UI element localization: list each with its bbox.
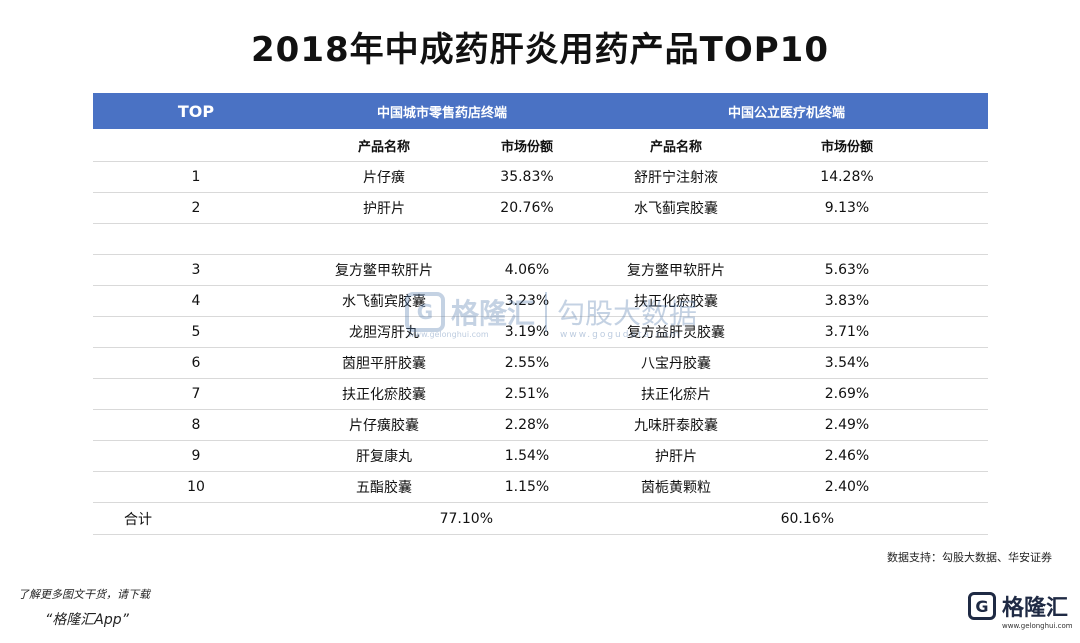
promo-line1: 了解更多图文干货，请下载 xyxy=(18,588,150,601)
table-header: TOP 中国城市零售药店终端 中国公立医疗机终端 xyxy=(93,93,988,129)
subheader-name1: 产品名称 xyxy=(357,139,410,155)
subheader-name2: 产品名称 xyxy=(649,139,702,155)
watermark-separator xyxy=(545,292,548,332)
logo-url: www.gelonghui.com xyxy=(1002,622,1073,630)
table-row: 3 复方鳖甲软肝片 4.06% 复方鳖甲软肝片 5.63% xyxy=(93,255,988,286)
table-row: 10 五酯胶囊 1.15% 茵栀黄颗粒 2.40% xyxy=(93,472,988,503)
table-row: 2 护肝片 20.76% 水飞蓟宾胶囊 9.13% xyxy=(93,193,988,224)
table-subheader: 产品名称 市场份额 产品名称 市场份额 xyxy=(93,129,988,162)
watermark-url1: www.gelonghui.com xyxy=(408,330,489,339)
watermark-brand2: 勾股大数据 xyxy=(557,297,698,330)
watermark: G 格隆汇 勾股大数据 xyxy=(405,292,697,332)
total-label: 合计 xyxy=(124,511,152,528)
watermark-logo-icon: G xyxy=(405,292,445,332)
header-retail-group: 中国城市零售药店终端 xyxy=(376,105,507,121)
rows-top: 1 片仔癀 35.83% 舒肝宁注射液 14.28% 2 护肝片 20.76% … xyxy=(93,162,988,224)
table-row: 5 龙胆泻肝丸 3.19% 复方益肝灵胶囊 3.71% xyxy=(93,317,988,348)
watermark-url2: www.gogudata.com xyxy=(560,330,682,340)
subheader-share1: 市场份额 xyxy=(500,139,553,155)
row-spacer xyxy=(93,224,988,255)
header-top: TOP xyxy=(177,101,215,121)
total-value-retail: 77.10% xyxy=(439,510,493,527)
logo-text: 格隆汇 xyxy=(1002,596,1069,621)
header-hospital-group: 中国公立医疗机终端 xyxy=(727,105,845,121)
watermark-brand1: 格隆汇 xyxy=(451,297,536,330)
table-row: 1 片仔癀 35.83% 舒肝宁注射液 14.28% xyxy=(93,162,988,193)
total-value-hospital: 60.16% xyxy=(780,510,834,527)
table-row: 7 扶正化瘀胶囊 2.51% 扶正化瘀片 2.69% xyxy=(93,379,988,410)
logo-g-icon: G xyxy=(968,592,996,620)
source-note: 数据支持：勾股大数据、华安证券 xyxy=(887,551,1052,564)
total-row: 合计 77.10% 60.16% xyxy=(93,503,988,535)
table-row: 8 片仔癀胶囊 2.28% 九味肝泰胶囊 2.49% xyxy=(93,410,988,441)
brand-logo: G 格隆汇 xyxy=(968,590,1068,622)
promo-line2: “格隆汇App” xyxy=(45,612,129,628)
page-title: 2018年中成药肝炎用药产品TOP10 xyxy=(251,30,829,70)
table-row: 9 肝复康丸 1.54% 护肝片 2.46% xyxy=(93,441,988,472)
subheader-share2: 市场份额 xyxy=(820,139,873,155)
table-row: 6 茵胆平肝胶囊 2.55% 八宝丹胶囊 3.54% xyxy=(93,348,988,379)
